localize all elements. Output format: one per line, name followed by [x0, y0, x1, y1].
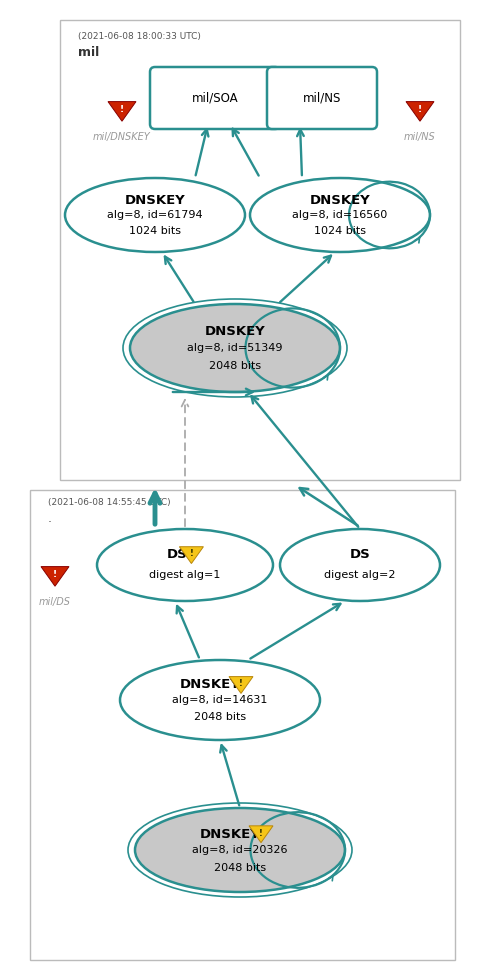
Text: 2048 bits: 2048 bits	[214, 863, 266, 872]
Text: DNSKEY: DNSKEY	[199, 828, 260, 841]
Text: !: !	[259, 829, 263, 838]
Text: !: !	[189, 549, 193, 559]
Text: !: !	[418, 105, 422, 114]
Polygon shape	[229, 676, 253, 694]
Text: DNSKEY: DNSKEY	[180, 678, 241, 691]
Text: DS: DS	[349, 548, 370, 562]
Ellipse shape	[280, 529, 440, 601]
Text: alg=8, id=16560: alg=8, id=16560	[292, 210, 388, 220]
Text: alg=8, id=61794: alg=8, id=61794	[107, 210, 203, 220]
Ellipse shape	[65, 178, 245, 252]
Text: mil/DS: mil/DS	[39, 597, 71, 607]
Polygon shape	[108, 101, 136, 122]
Polygon shape	[406, 101, 434, 122]
Text: mil/NS: mil/NS	[303, 92, 341, 104]
Text: mil/NS: mil/NS	[404, 132, 436, 142]
Text: mil/DNSKEY: mil/DNSKEY	[93, 132, 151, 142]
Text: digest alg=2: digest alg=2	[324, 570, 396, 580]
FancyBboxPatch shape	[60, 20, 460, 480]
Text: (2021-06-08 18:00:33 UTC): (2021-06-08 18:00:33 UTC)	[78, 32, 201, 41]
Text: mil: mil	[78, 46, 99, 59]
Text: DNSKEY: DNSKEY	[124, 194, 185, 207]
Text: 1024 bits: 1024 bits	[314, 226, 366, 235]
Text: alg=8, id=14631: alg=8, id=14631	[172, 695, 268, 705]
Text: 1024 bits: 1024 bits	[129, 226, 181, 235]
Text: !: !	[120, 105, 124, 114]
Text: mil/SOA: mil/SOA	[192, 92, 238, 104]
Text: DNSKEY: DNSKEY	[205, 325, 265, 338]
Text: DNSKEY: DNSKEY	[310, 194, 370, 207]
Text: DS: DS	[166, 548, 187, 562]
Text: (2021-06-08 14:55:45 UTC): (2021-06-08 14:55:45 UTC)	[48, 498, 171, 507]
FancyBboxPatch shape	[267, 67, 377, 129]
Polygon shape	[41, 566, 69, 586]
Text: alg=8, id=51349: alg=8, id=51349	[187, 343, 283, 353]
FancyBboxPatch shape	[30, 490, 455, 960]
Text: .: .	[48, 512, 52, 525]
Text: !: !	[239, 679, 243, 688]
Text: 2048 bits: 2048 bits	[209, 362, 261, 372]
Polygon shape	[249, 826, 273, 842]
Ellipse shape	[97, 529, 273, 601]
Text: digest alg=1: digest alg=1	[149, 570, 221, 580]
FancyBboxPatch shape	[150, 67, 280, 129]
Ellipse shape	[120, 660, 320, 740]
Text: alg=8, id=20326: alg=8, id=20326	[192, 845, 288, 855]
Text: !: !	[53, 569, 57, 579]
Ellipse shape	[250, 178, 430, 252]
Polygon shape	[180, 547, 203, 564]
Text: 2048 bits: 2048 bits	[194, 712, 246, 722]
Ellipse shape	[135, 808, 345, 892]
Ellipse shape	[130, 304, 340, 392]
